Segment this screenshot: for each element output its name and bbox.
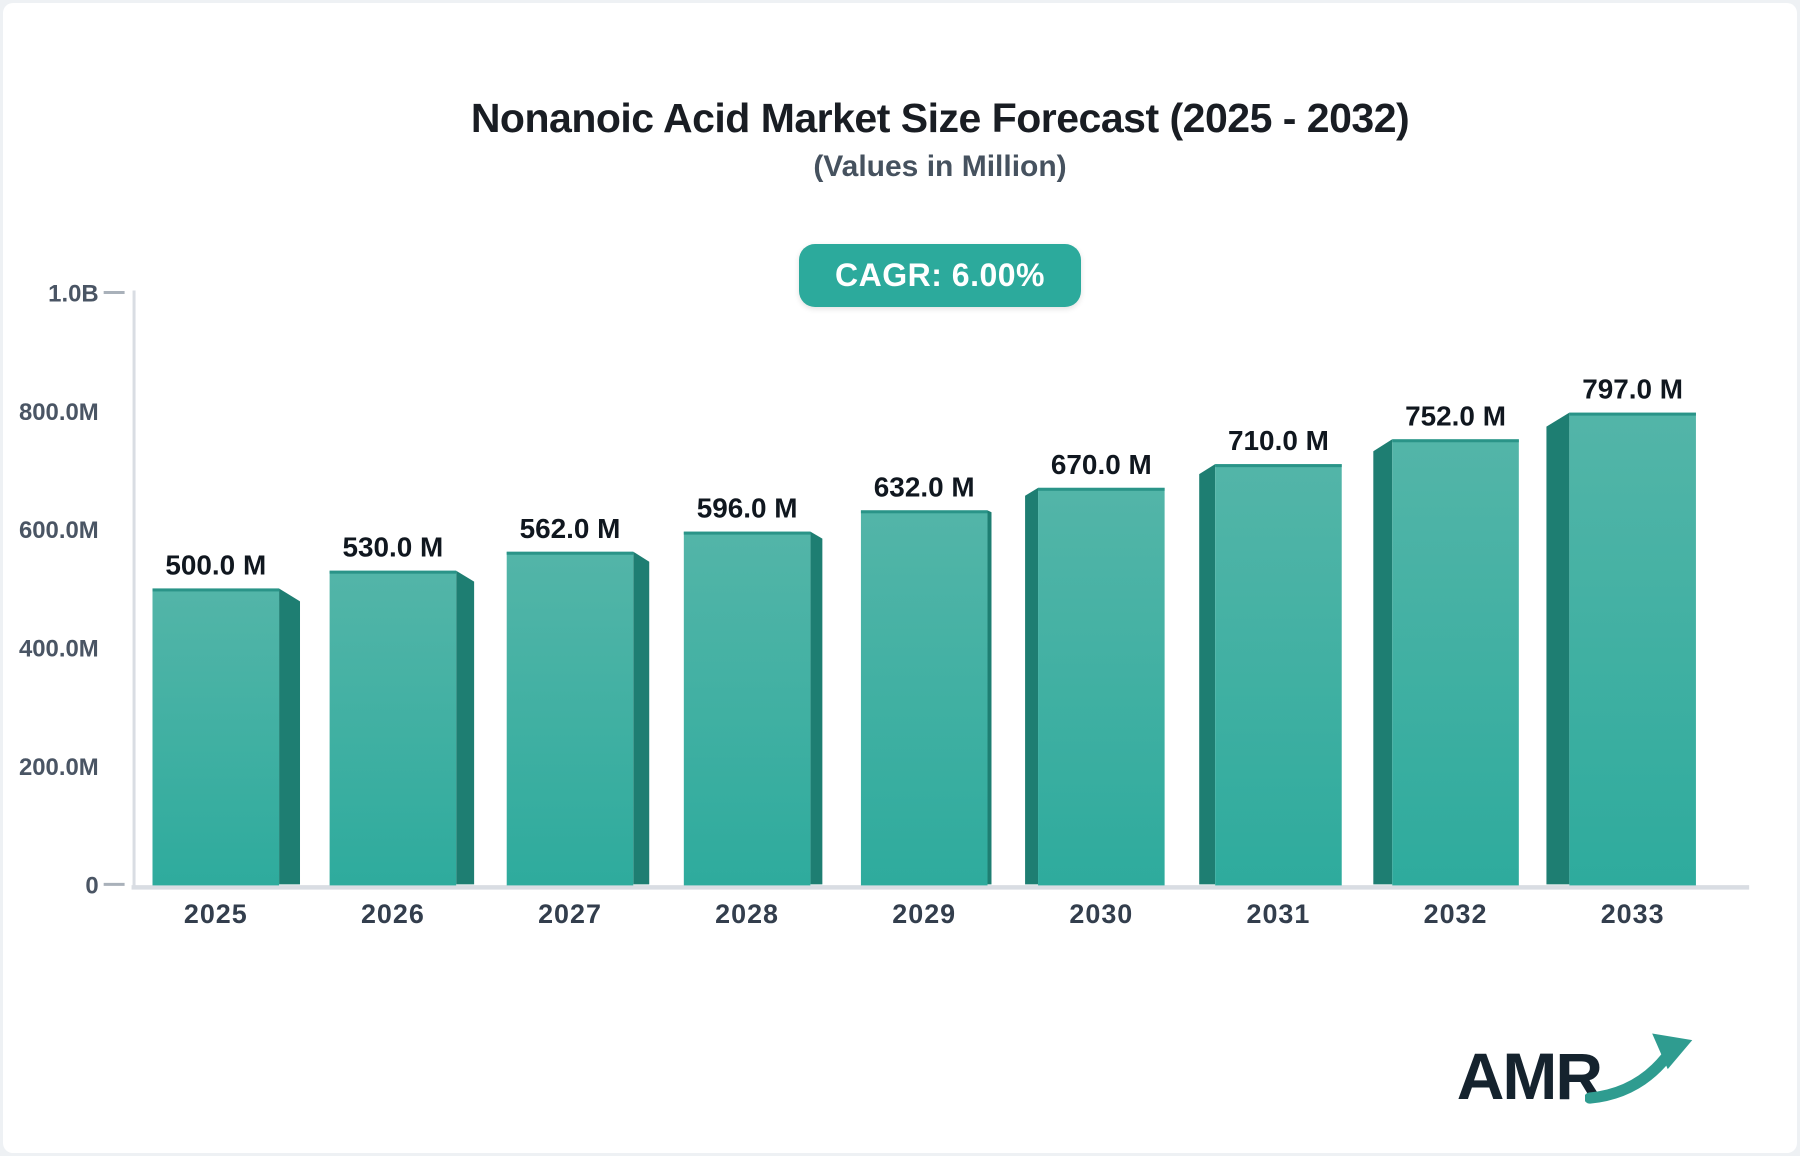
y-tick-label: 1.0B	[48, 280, 98, 307]
bar-value-label: 500.0 M	[165, 550, 266, 581]
bar-2025[interactable]	[152, 588, 301, 886]
amr-logo: AMR	[1457, 1029, 1697, 1109]
bar-top-edge	[683, 531, 811, 535]
x-tick-label: 2031	[1247, 899, 1311, 929]
bar-2028[interactable]	[683, 531, 823, 886]
bar-2029[interactable]	[860, 510, 992, 886]
bar-side-face	[279, 588, 301, 885]
amr-logo-text: AMR	[1456, 1039, 1603, 1113]
bar-top-edge	[1215, 464, 1342, 468]
bar-top-edge	[329, 570, 457, 574]
bar-top-edge	[152, 588, 280, 592]
y-tick-label: 400.0M	[19, 636, 99, 663]
bar-value-label: 562.0 M	[520, 513, 621, 544]
x-tick-label: 2025	[184, 899, 248, 929]
y-tick-label: 600.0M	[19, 517, 99, 544]
x-tick-label: 2030	[1069, 899, 1133, 929]
x-tick-label: 2029	[892, 899, 956, 929]
bar-front-face	[1038, 487, 1165, 886]
bar-front-face	[152, 588, 280, 886]
bar-side-face	[1546, 412, 1570, 885]
y-tick-label: 800.0M	[19, 399, 99, 426]
x-tick-label: 2027	[538, 899, 602, 929]
x-tick-label: 2028	[715, 899, 779, 929]
bar-2031[interactable]	[1199, 464, 1342, 886]
bar-2032[interactable]	[1373, 439, 1519, 886]
bar-value-label: 632.0 M	[874, 471, 975, 502]
bar-2030[interactable]	[1025, 487, 1165, 886]
bar-front-face	[506, 551, 634, 886]
bar-side-face	[1025, 487, 1039, 885]
y-tick-label: 0	[85, 872, 98, 899]
bar-front-face	[329, 570, 457, 886]
bar-front-face	[1392, 439, 1519, 886]
bar-top-edge	[1392, 439, 1519, 443]
bar-value-label: 752.0 M	[1405, 400, 1506, 431]
bar-side-face	[810, 531, 823, 885]
bar-value-label: 797.0 M	[1582, 374, 1683, 405]
growth-arrow-icon	[1585, 1033, 1693, 1104]
bar-front-face	[1215, 464, 1342, 886]
bar-value-label: 596.0 M	[697, 493, 798, 524]
chart-card: 0 200.0M 400.0M 600.0M 800.0M 1.0B 500.0 M 2025…	[3, 3, 1797, 1153]
bar-value-label: 710.0 M	[1228, 425, 1329, 456]
bar-front-face	[683, 531, 811, 886]
bar-side-face	[1199, 464, 1216, 885]
bar-side-face	[633, 551, 650, 885]
x-tick-label: 2032	[1424, 899, 1488, 929]
bar-top-edge	[860, 510, 988, 514]
x-tick-label: 2033	[1601, 899, 1665, 929]
bar-front-face	[860, 510, 988, 886]
bar-top-edge	[1038, 487, 1165, 491]
bar-2033[interactable]	[1546, 412, 1696, 886]
bar-top-edge	[1569, 412, 1696, 416]
bar-side-face	[456, 570, 475, 885]
bar-side-face	[987, 510, 992, 885]
bar-value-label: 530.0 M	[342, 532, 443, 563]
bar-side-face	[1373, 439, 1393, 885]
bar-value-label: 670.0 M	[1051, 449, 1152, 480]
cagr-badge: CAGR: 6.00%	[799, 244, 1081, 308]
bar-front-face	[1569, 412, 1696, 886]
y-tick-label: 200.0M	[19, 754, 99, 781]
bar-2027[interactable]	[506, 551, 650, 886]
x-tick-label: 2026	[361, 899, 425, 929]
bar-chart: 0 200.0M 400.0M 600.0M 800.0M 1.0B 500.0 M 2025…	[19, 280, 1750, 929]
bar-2026[interactable]	[329, 570, 475, 886]
bar-top-edge	[506, 551, 634, 555]
